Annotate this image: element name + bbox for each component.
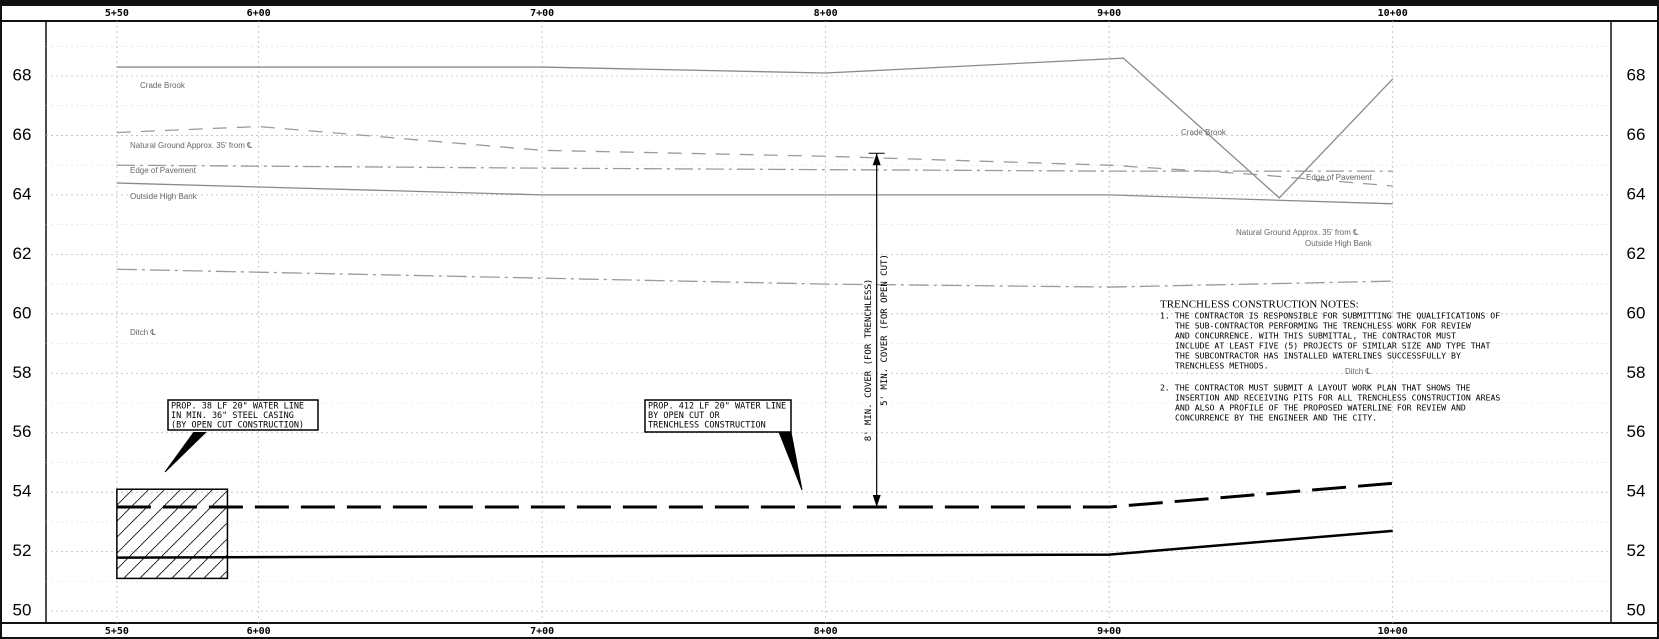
notes-line: THE SUBCONTRACTOR HAS INSTALLED WATERLIN… (1175, 351, 1461, 361)
casing-hatch (116, 488, 182, 554)
casing-hatch (116, 488, 134, 506)
line-label: Edge of Pavement (130, 166, 197, 175)
notes-line: TRENCHLESS METHODS. (1175, 361, 1269, 371)
y-tick-label: 68 (1627, 65, 1646, 84)
notes-line: AND CONCURRENCE. WITH THIS SUBMITTAL, TH… (1175, 331, 1456, 341)
y-tick-label: 68 (13, 65, 32, 84)
y-tick-label: 60 (13, 303, 32, 322)
line-label: Ditch ℄ (130, 328, 156, 337)
profile-line (116, 481, 1393, 509)
line-label: Edge of Pavement (1306, 173, 1373, 182)
y-tick-label: 54 (13, 482, 32, 501)
line-label: Ditch ℄ (1345, 367, 1371, 376)
x-tick-label: 7+00 (530, 8, 554, 19)
notes-line: AND ALSO A PROFILE OF THE PROPOSED WATER… (1175, 403, 1466, 413)
callout-text: IN MIN. 36" STEEL CASING (171, 411, 294, 421)
callout-text: BY OPEN CUT OR (648, 411, 721, 421)
y-tick-label: 56 (13, 422, 32, 441)
x-tick-label: 10+00 (1378, 8, 1408, 19)
callout-text: (BY OPEN CUT CONSTRUCTION) (171, 421, 304, 431)
y-tick-label: 60 (1627, 303, 1646, 322)
y-tick-label: 56 (1627, 422, 1646, 441)
casing-hatch (139, 490, 228, 579)
line-label: Outside High Bank (130, 192, 198, 201)
line-label: Crade Brook (1181, 128, 1227, 137)
x-tick-label: 7+00 (530, 626, 554, 637)
x-tick-label: 5+50 (105, 626, 129, 637)
y-tick-label: 64 (13, 184, 32, 203)
notes-line: INCLUDE AT LEAST FIVE (5) PROJECTS OF SI… (1175, 341, 1491, 351)
cover-label: 8' MIN. COVER (FOR TRENCHLESS) (864, 279, 874, 442)
profile-line (116, 529, 1393, 559)
profile-line (116, 125, 1393, 187)
y-tick-label: 64 (1627, 184, 1646, 203)
x-tick-label: 5+50 (105, 8, 129, 19)
x-tick-label: 9+00 (1097, 626, 1121, 637)
y-tick-label: 54 (1627, 482, 1646, 501)
x-tick-label: 10+00 (1378, 626, 1408, 637)
casing-hatch (171, 522, 228, 579)
drawing: 50 50 52 52 54 54 56 56 58 58 60 60 62 62 64 64 66 66 68 68… (13, 8, 1646, 637)
line-label: Outside High Bank (1305, 239, 1373, 248)
x-tick-label: 9+00 (1097, 8, 1121, 19)
casing-hatch (219, 570, 228, 579)
callout-text: PROP. 38 LF 20" WATER LINE (171, 402, 304, 412)
x-tick-label: 8+00 (814, 626, 838, 637)
notes-line: THE SUB-CONTRACTOR PERFORMING THE TRENCH… (1175, 321, 1471, 331)
profile-line (116, 268, 1393, 288)
arrowhead (872, 153, 881, 166)
y-tick-label: 50 (1627, 601, 1646, 620)
callout-text: PROP. 412 LF 20" WATER LINE (648, 402, 786, 412)
y-tick-label: 66 (1627, 125, 1646, 144)
x-tick-label: 6+00 (247, 8, 271, 19)
notes-line: CONCURRENCE BY THE ENGINEER AND THE CITY… (1175, 413, 1377, 423)
casing-hatch (123, 488, 214, 579)
arrowhead (872, 495, 881, 508)
y-tick-label: 58 (1627, 363, 1646, 382)
y-tick-label: 58 (13, 363, 32, 382)
line-label: Natural Ground Approx. 35' from ℄ (130, 141, 253, 150)
cover-label: 5' MIN. COVER (FOR OPEN CUT) (880, 254, 890, 406)
line-label: Crade Brook (140, 81, 186, 90)
callout-box (644, 399, 792, 433)
notes-line: 2. THE CONTRACTOR MUST SUBMIT A LAYOUT W… (1160, 383, 1471, 393)
casing-hatch (116, 488, 166, 538)
y-tick-label: 52 (13, 541, 32, 560)
notes-line: 1. THE CONTRACTOR IS RESPONSIBLE FOR SUB… (1160, 311, 1500, 321)
y-tick-label: 62 (13, 244, 32, 263)
frame (0, 4, 1659, 639)
y-tick-label: 50 (13, 601, 32, 620)
casing-hatch (203, 554, 228, 579)
callout-pointer (164, 431, 207, 473)
casing-hatch (116, 488, 198, 570)
top-border (0, 0, 1659, 5)
callout-box (167, 399, 319, 431)
x-tick-label: 8+00 (814, 8, 838, 19)
line-label: Natural Ground Approx. 35' from ℄ (1236, 228, 1359, 237)
casing-hatch (155, 506, 228, 579)
profile-line (116, 182, 1393, 205)
x-tick-label: 6+00 (247, 626, 271, 637)
notes-title: TRENCHLESS CONSTRUCTION NOTES: (1160, 299, 1359, 311)
callout-text: TRENCHLESS CONSTRUCTION (648, 421, 766, 431)
y-tick-label: 66 (13, 125, 32, 144)
y-tick-label: 52 (1627, 541, 1646, 560)
steel-casing (116, 488, 229, 580)
y-tick-label: 62 (1627, 244, 1646, 263)
callout-pointer (778, 431, 803, 491)
casing-hatch (116, 488, 150, 522)
notes-line: INSERTION AND RECEIVING PITS FOR ALL TRE… (1175, 393, 1500, 403)
